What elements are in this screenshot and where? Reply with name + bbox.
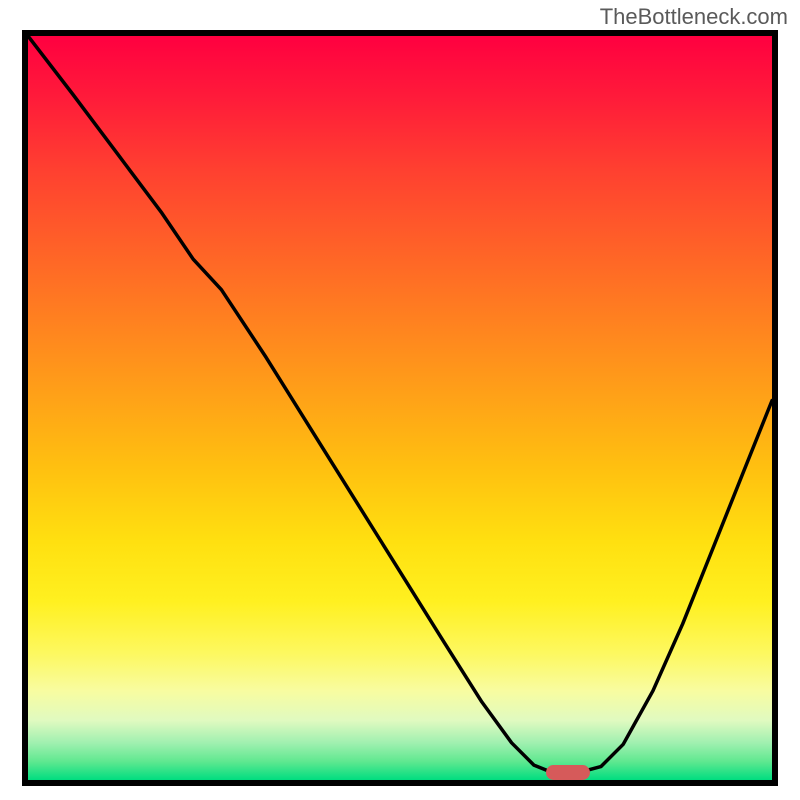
optimum-marker	[546, 765, 591, 780]
curve-line	[28, 36, 772, 780]
watermark-text: TheBottleneck.com	[600, 4, 788, 30]
chart-container	[22, 30, 778, 790]
plot-area	[22, 30, 778, 786]
